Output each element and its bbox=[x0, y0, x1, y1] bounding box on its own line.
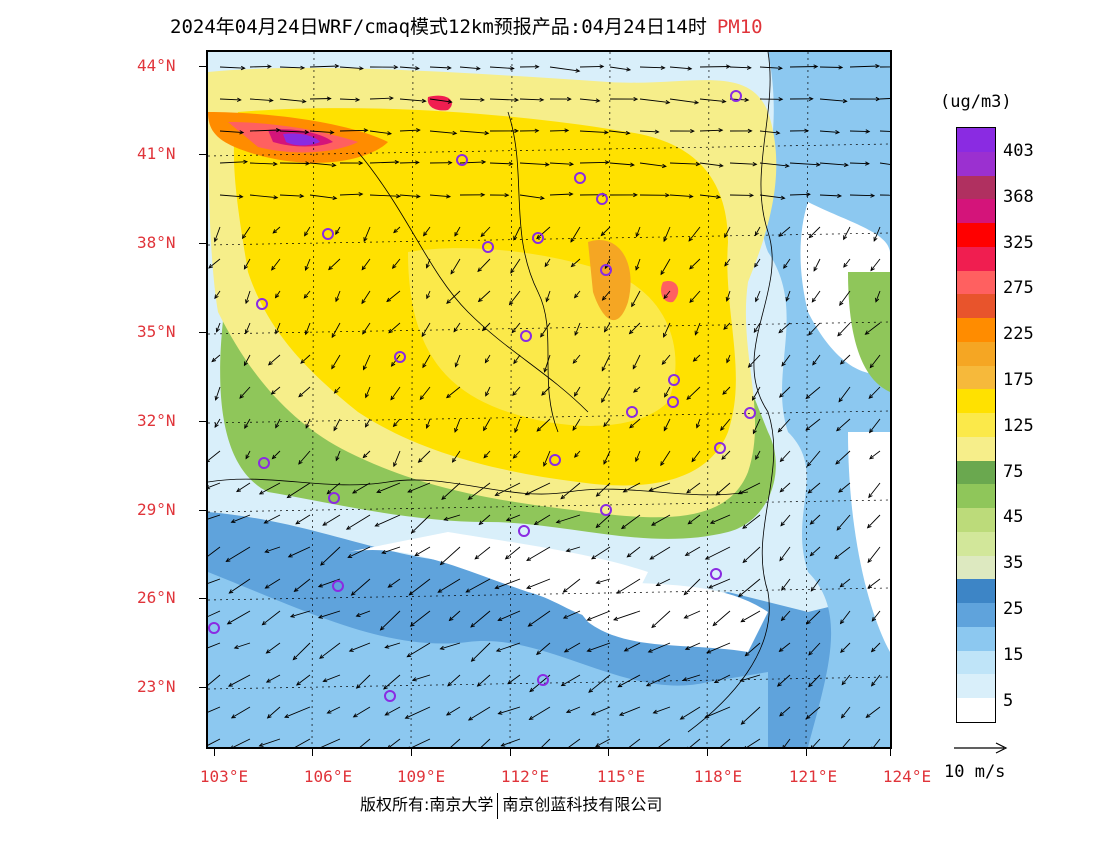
colorbar-segment bbox=[957, 555, 995, 580]
colorbar-label: 25 bbox=[1003, 599, 1024, 619]
colorbar-label: 15 bbox=[1003, 644, 1024, 665]
colorbar-label: 75 bbox=[1003, 461, 1024, 482]
colorbar-segment bbox=[957, 151, 995, 176]
pm10-map bbox=[206, 50, 892, 749]
colorbar bbox=[956, 127, 996, 723]
lat-label: 23°N bbox=[137, 677, 176, 696]
colorbar-segment bbox=[957, 389, 995, 413]
colorbar-segment bbox=[957, 365, 995, 390]
reference-vector-label: 10 m/s bbox=[944, 762, 1006, 782]
colorbar-segment bbox=[957, 484, 995, 508]
colorbar-label: 368 bbox=[1003, 186, 1034, 207]
colorbar-label: 125 bbox=[1003, 415, 1034, 436]
colorbar-segment bbox=[957, 626, 995, 651]
colorbar-label: 325 bbox=[1003, 232, 1034, 253]
colorbar-label: 5 bbox=[1003, 690, 1014, 711]
map-title: 2024年04月24日WRF/cmaq模式12km预报产品:04月24日14时 P… bbox=[170, 12, 763, 39]
lat-label: 26°N bbox=[137, 588, 176, 607]
title-main: 2024年04月24日WRF/cmaq模式12km预报产品:04月24日14时 bbox=[170, 16, 707, 38]
lon-label: 106°E bbox=[303, 767, 353, 786]
colorbar-segment bbox=[957, 603, 995, 627]
colorbar-label: 225 bbox=[1003, 324, 1034, 345]
colorbar-segment bbox=[957, 175, 995, 200]
lon-label: 118°E bbox=[693, 767, 743, 786]
species-label: PM10 bbox=[716, 16, 763, 38]
lon-label: 103°E bbox=[199, 767, 249, 786]
colorbar-segment bbox=[957, 223, 995, 247]
colorbar-segment bbox=[957, 128, 995, 152]
concentration-field bbox=[208, 52, 890, 747]
colorbar-segment bbox=[957, 270, 995, 295]
colorbar-label: 403 bbox=[1003, 141, 1034, 161]
colorbar-label: 275 bbox=[1003, 278, 1034, 299]
colorbar-segment bbox=[957, 531, 995, 556]
legend-unit: (ug/m3) bbox=[940, 92, 1012, 112]
colorbar-label: 45 bbox=[1003, 507, 1024, 528]
company-name: 南京创蓝科技有限公司 bbox=[502, 795, 663, 814]
lat-label: 44°N bbox=[137, 56, 176, 75]
colorbar-segment bbox=[957, 698, 995, 722]
copyright-text: 版权所有:南京大学 bbox=[360, 795, 494, 814]
colorbar-segment bbox=[957, 199, 995, 223]
lat-label: 38°N bbox=[137, 233, 176, 252]
lon-label: 112°E bbox=[500, 767, 550, 786]
copyright: 版权所有:南京大学 南京创蓝科技有限公司 bbox=[360, 791, 662, 819]
colorbar-segment bbox=[957, 341, 995, 366]
lat-label: 35°N bbox=[137, 322, 176, 341]
lat-label: 32°N bbox=[137, 411, 176, 430]
lon-label: 115°E bbox=[596, 767, 646, 786]
lon-label: 109°E bbox=[396, 767, 446, 786]
colorbar-segment bbox=[957, 294, 995, 318]
colorbar-segment bbox=[957, 318, 995, 342]
colorbar-segment bbox=[957, 460, 995, 485]
colorbar-segment bbox=[957, 579, 995, 603]
colorbar-label: 175 bbox=[1003, 370, 1034, 390]
colorbar-segment bbox=[957, 508, 995, 532]
lon-label: 124°E bbox=[882, 767, 932, 786]
colorbar-segment bbox=[957, 650, 995, 675]
lon-label: 121°E bbox=[788, 767, 838, 786]
lat-label: 41°N bbox=[137, 144, 176, 163]
colorbar-segment bbox=[957, 413, 995, 437]
reference-vector-arrow bbox=[954, 742, 1008, 754]
colorbar-segment bbox=[957, 246, 995, 271]
colorbar-segment bbox=[957, 674, 995, 698]
lat-label: 29°N bbox=[137, 500, 176, 519]
colorbar-segment bbox=[957, 436, 995, 461]
colorbar-label: 35 bbox=[1003, 553, 1024, 574]
